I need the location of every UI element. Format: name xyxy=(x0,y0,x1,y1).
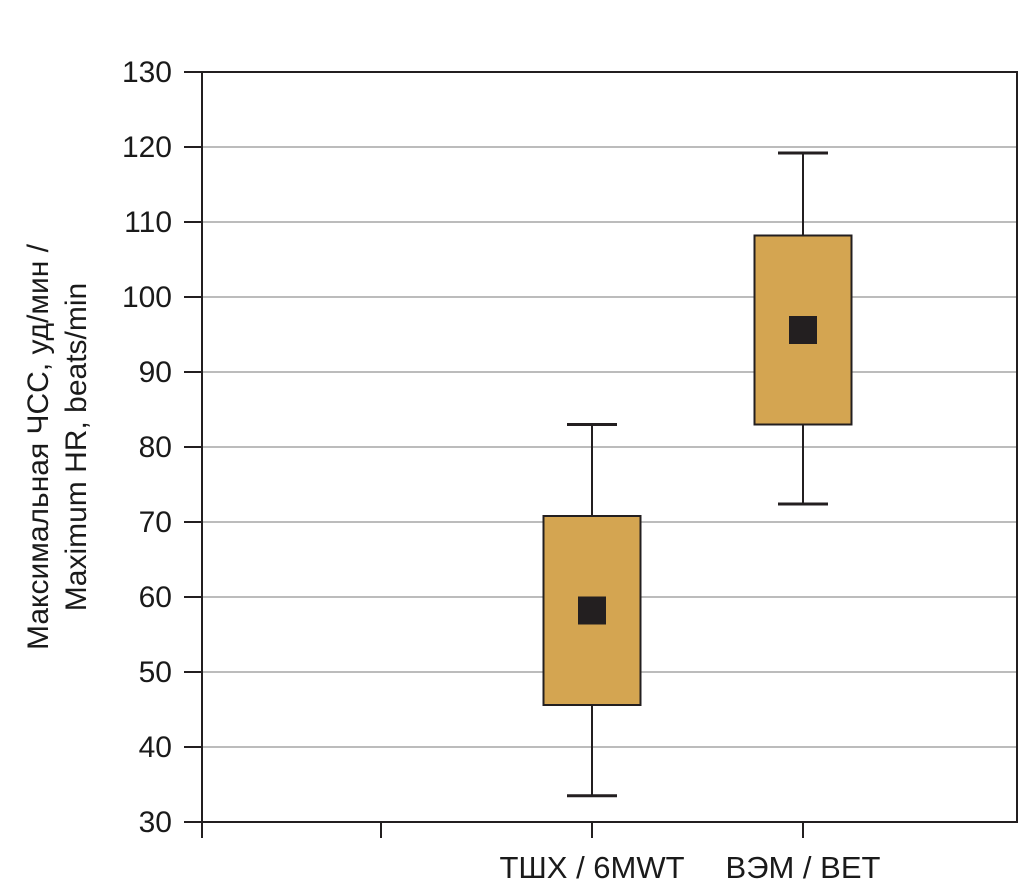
y-tick-label: 100 xyxy=(122,281,172,314)
y-tick-label: 30 xyxy=(139,806,172,839)
y-tick-label: 50 xyxy=(139,656,172,689)
y-tick-label: 90 xyxy=(139,356,172,389)
gridlines xyxy=(202,146,1017,748)
y-axis-label-line-2: Maximum HR, beats/min xyxy=(60,283,93,611)
y-tick-label: 110 xyxy=(124,206,172,239)
boxes xyxy=(542,151,853,798)
y-tick-label: 70 xyxy=(139,506,172,539)
x-category-label: ТШХ / 6MWT xyxy=(499,850,684,885)
x-category-label: ВЭМ / BET xyxy=(726,850,881,885)
median-marker xyxy=(789,316,817,344)
y-tick-label: 80 xyxy=(139,431,172,464)
y-tick-label: 120 xyxy=(122,131,172,164)
y-tick-label: 40 xyxy=(139,731,172,764)
x-axis-ticks: ТШХ / 6MWT ВЭМ / BET xyxy=(201,822,881,885)
y-axis-label-line-1: Максимальная ЧСС, уд/мин / xyxy=(22,243,55,650)
median-marker xyxy=(578,596,606,625)
y-axis-label: Максимальная ЧСС, уд/мин / Maximum HR, b… xyxy=(22,243,93,650)
y-tick-label: 60 xyxy=(139,581,172,614)
y-axis-ticks: 30 40 50 60 70 80 90 100 110 120 130 xyxy=(122,56,202,839)
y-tick-label: 130 xyxy=(122,56,172,89)
